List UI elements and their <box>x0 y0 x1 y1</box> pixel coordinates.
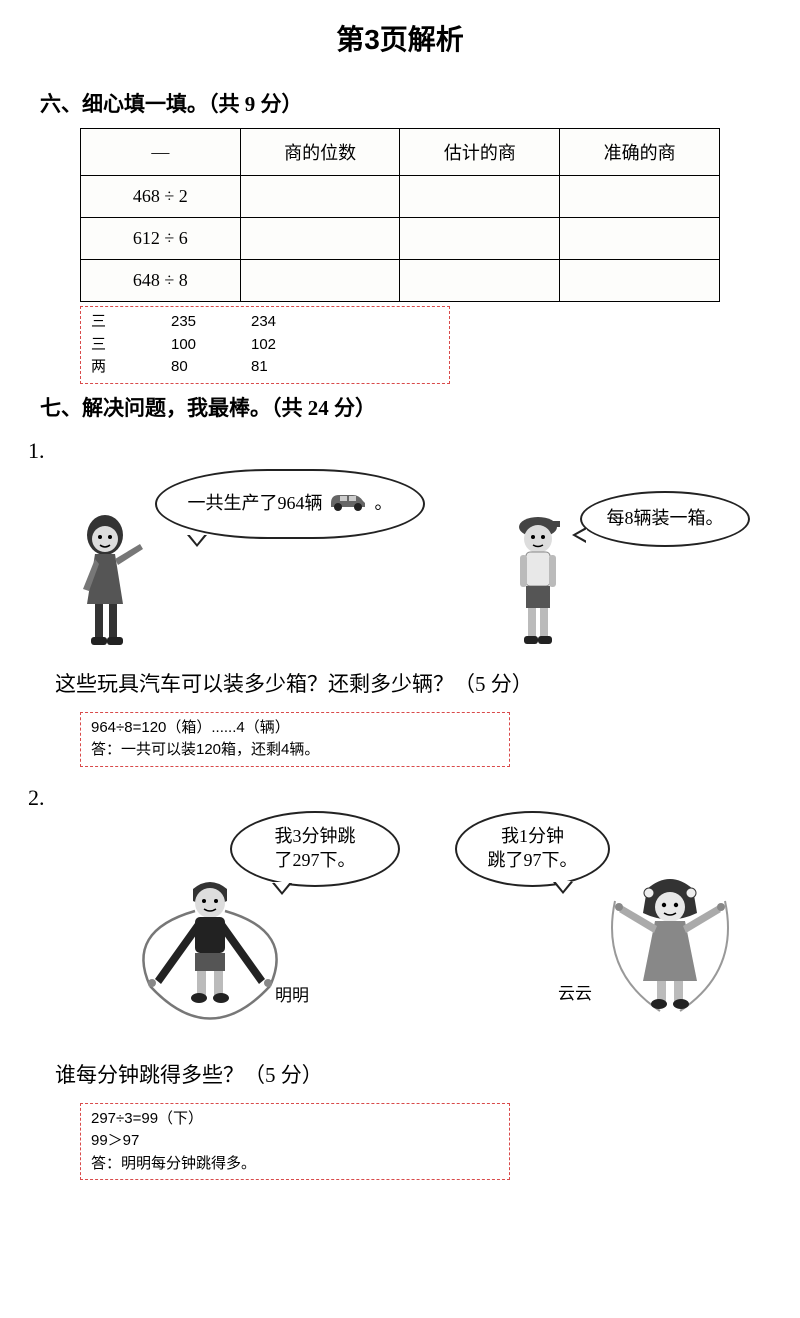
cell-empty <box>560 218 720 260</box>
q1-bubble-left: 一共生产了964辆 。 <box>155 469 425 539</box>
bubble-text: 跳了97下。 <box>488 849 578 872</box>
answer-cell: 81 <box>251 356 331 379</box>
q2-number: 2. <box>0 767 800 811</box>
answer-cell: 234 <box>251 311 331 334</box>
table-row: 612 ÷ 6 <box>81 218 720 260</box>
col-header: 商的位数 <box>240 129 400 176</box>
bubble-text: 了297下。 <box>275 849 356 872</box>
q2-question: 谁每分钟跳得多些？（5 分） <box>0 1029 800 1099</box>
table-row: 468 ÷ 2 <box>81 176 720 218</box>
cell-empty <box>400 218 560 260</box>
answer-cell: 三 <box>91 311 171 334</box>
section7-heading: 七、解决问题，我最棒。（共 24 分） <box>0 384 800 432</box>
answer-line: 99＞97 <box>91 1130 499 1153</box>
col-header: 估计的商 <box>400 129 560 176</box>
bubble-period: 。 <box>375 492 393 515</box>
cell-empty <box>240 176 400 218</box>
section6-table-wrap: — 商的位数 估计的商 准确的商 468 ÷ 2 612 ÷ 6 648 ÷ 8 <box>0 128 800 302</box>
q1-question: 这些玩具汽车可以装多少箱？还剩多少辆？（5 分） <box>0 662 800 708</box>
answer-row: 两 80 81 <box>91 356 439 379</box>
answer-cell: 235 <box>171 311 251 334</box>
answer-cell: 80 <box>171 356 251 379</box>
page-title: 第3页解析 <box>0 0 800 80</box>
bubble-text: 我1分钟 <box>501 825 564 848</box>
car-icon <box>327 487 369 519</box>
q2-name-right: 云云 <box>558 979 592 1004</box>
col-header: 准确的商 <box>560 129 720 176</box>
bubble-text: 一共生产了964辆 <box>188 492 323 515</box>
bubble-text: 每8辆装一箱。 <box>607 507 724 530</box>
table-row: 648 ÷ 8 <box>81 260 720 302</box>
cell-empty <box>400 260 560 302</box>
answer-line: 297÷3=99（下） <box>91 1108 499 1131</box>
bubble-text: 我3分钟跳 <box>275 825 356 848</box>
answer-line: 答：一共可以装120箱，还剩4辆。 <box>91 739 499 762</box>
col-header: — <box>81 129 241 176</box>
cell-empty <box>560 260 720 302</box>
girl-figure-icon <box>65 509 155 654</box>
row-label: 648 ÷ 8 <box>81 260 241 302</box>
row-label: 468 ÷ 2 <box>81 176 241 218</box>
girl-jumping-icon <box>605 871 735 1026</box>
q1-answer-box: 964÷8=120（箱）......4（辆） 答：一共可以装120箱，还剩4辆。 <box>80 712 510 767</box>
answer-row: 三 100 102 <box>91 334 439 357</box>
q1-illustration: 一共生产了964辆 。 <box>60 464 760 654</box>
division-table: — 商的位数 估计的商 准确的商 468 ÷ 2 612 ÷ 6 648 ÷ 8 <box>80 128 720 302</box>
q1-number: 1. <box>0 432 800 464</box>
answer-cell: 102 <box>251 334 331 357</box>
q2-bubble-right: 我1分钟 跳了97下。 <box>455 811 610 887</box>
cell-empty <box>400 176 560 218</box>
cell-empty <box>560 176 720 218</box>
answer-row: 三 235 234 <box>91 311 439 334</box>
boy-jumping-icon <box>135 871 285 1026</box>
answer-line: 答：明明每分钟跳得多。 <box>91 1153 499 1176</box>
cell-empty <box>240 218 400 260</box>
answer-cell: 100 <box>171 334 251 357</box>
q2-answer-box: 297÷3=99（下） 99＞97 答：明明每分钟跳得多。 <box>80 1103 510 1181</box>
q2-illustration: 我3分钟跳 了297下。 我1分钟 跳了97下。 <box>60 811 760 1021</box>
cell-empty <box>240 260 400 302</box>
table-header-row: — 商的位数 估计的商 准确的商 <box>81 129 720 176</box>
q1-bubble-right: 每8辆装一箱。 <box>580 491 750 547</box>
boy-figure-icon <box>500 509 580 654</box>
section6-heading: 六、细心填一填。（共 9 分） <box>0 80 800 128</box>
section6-answer-box: 三 235 234 三 100 102 两 80 81 <box>80 306 450 384</box>
answer-cell: 两 <box>91 356 171 379</box>
answer-line: 964÷8=120（箱）......4（辆） <box>91 717 499 740</box>
answer-cell: 三 <box>91 334 171 357</box>
q2-name-left: 明明 <box>275 981 309 1006</box>
row-label: 612 ÷ 6 <box>81 218 241 260</box>
